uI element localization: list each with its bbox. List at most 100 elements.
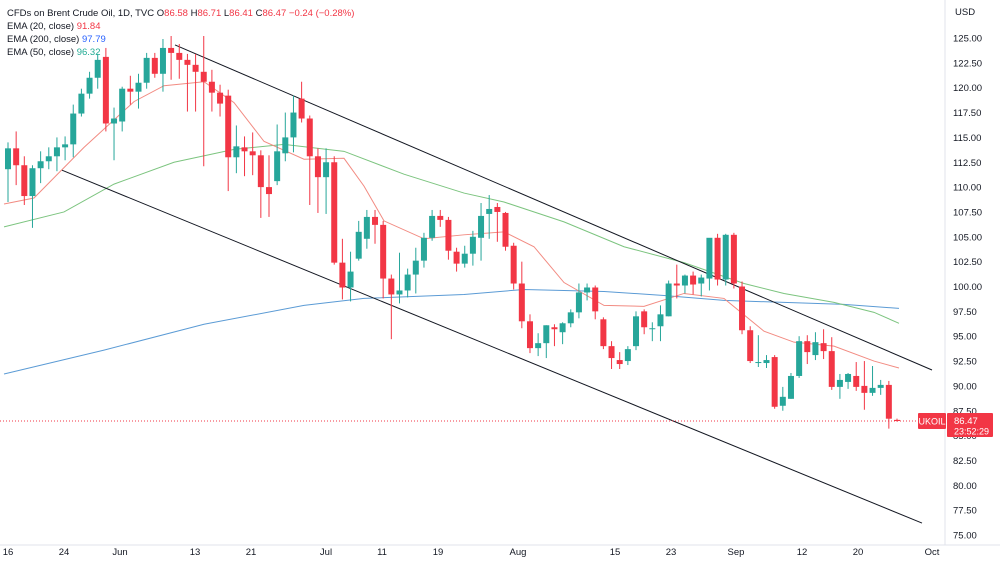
candle-body [274,151,281,182]
candle-body [192,64,199,72]
candle-body [584,287,591,293]
candle [388,274,395,340]
candle-body [13,148,20,166]
candle [143,52,150,89]
candle-body [437,215,444,220]
candle-body [706,237,713,279]
candle-body [225,95,232,158]
candle-body [657,314,664,327]
candle-body [877,384,884,388]
x-tick-label: Aug [510,547,527,558]
candle-body [861,385,868,393]
candle [396,252,403,304]
legend-open: 86.58 [164,8,188,19]
candle-body [567,312,574,324]
candle-body [151,57,158,74]
candle-body [339,262,346,288]
candle-body [649,328,656,330]
candle [176,43,183,79]
candle [673,264,680,299]
candle [78,88,85,117]
candle-body [102,56,109,124]
candle [21,156,28,205]
candle-body [681,275,688,286]
candle [29,165,36,228]
candle-body [820,343,827,352]
candle [184,53,191,112]
candle [45,147,52,170]
candle [543,325,550,359]
candle-body [592,287,599,312]
candle [624,346,631,366]
candle-body [869,387,876,393]
candle-body [314,156,321,178]
candle [812,332,819,361]
candle [192,53,199,112]
candle [869,366,876,396]
candle [159,38,166,92]
candle [241,136,248,177]
candle-body [771,357,778,407]
current-price-label: 86.47 [954,416,978,427]
candle [592,285,599,320]
candle-body [747,330,754,362]
candle [290,95,297,153]
candle [486,195,493,239]
candle-body [217,92,224,104]
y-tick-label: 75.00 [953,531,977,542]
candle [690,271,697,295]
legend-symbol: CFDs on Brent Crude Oil, 1D, TVC [7,8,155,19]
candle-body [5,148,11,170]
candle [265,155,272,217]
y-tick-label: 77.50 [953,506,977,517]
legend-ema200-row[interactable]: EMA (200, close) 97.79 [7,33,354,46]
candle-body [208,81,215,93]
candle [787,372,794,399]
candle-body [836,379,843,387]
candle-body [176,52,183,60]
y-tick-label: 97.50 [953,307,977,318]
legend-ema200-value: 97.79 [81,34,106,45]
x-tick-label: 13 [190,547,201,558]
candle [86,71,93,99]
candle-body [543,325,550,344]
candle-body [404,274,411,291]
candle [339,238,346,300]
candle-body [159,47,166,74]
candle [567,309,574,328]
candle-body [249,151,256,156]
y-tick-label: 125.00 [953,34,982,45]
candle [380,220,387,299]
candle-body [755,362,762,364]
candle-body [787,375,794,399]
candle [771,355,778,409]
candle [111,107,118,161]
candle-body [331,162,338,263]
candle [217,84,224,117]
candle [730,232,737,289]
y-tick-label: 82.50 [953,456,977,467]
candle [453,247,460,272]
chart-legend: CFDs on Brent Crude Oil, 1D, TVC O86.58 … [7,7,354,59]
candle-body [730,234,737,284]
x-tick-label: Oct [925,547,940,558]
ticker-badge [918,412,946,429]
legend-ema20-value: 91.84 [76,21,101,32]
candle [306,115,313,205]
candle [657,305,664,342]
x-tick-label: Sep [728,547,745,558]
candle [412,247,419,294]
candle-body [633,316,640,347]
ticker-label: UKOIL [918,416,945,426]
legend-ema20-row[interactable]: EMA (20, close) 91.84 [7,20,354,33]
candle-body [845,373,852,382]
y-tick-label: 117.50 [953,108,981,119]
candle-body [21,165,28,197]
candle-body [624,349,631,362]
legend-ema50-row[interactable]: EMA (50, close) 96.32 [7,46,354,59]
candle-body [551,327,558,330]
candle-body [812,342,819,356]
candle [551,324,558,347]
x-tick-label: 23 [666,547,677,558]
